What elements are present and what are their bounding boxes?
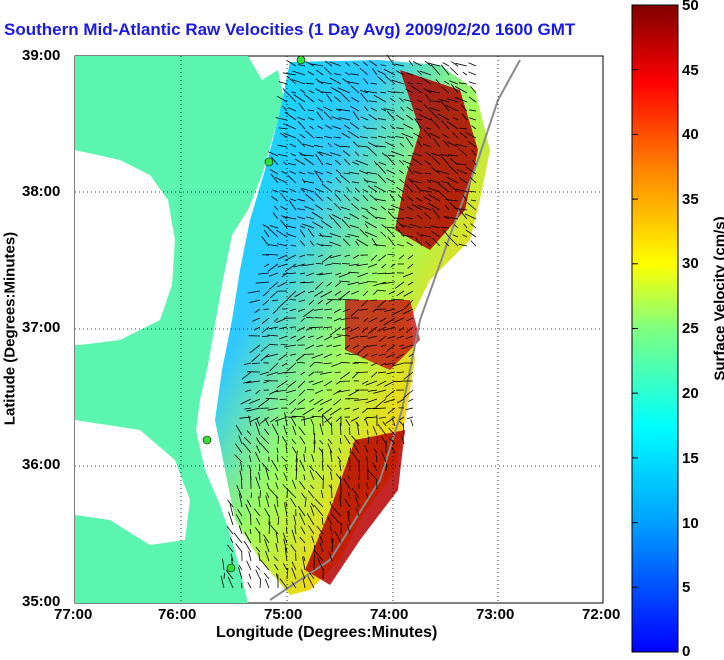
colorbar-tick: 0 [682, 643, 690, 660]
velocity-arrow [368, 430, 369, 435]
velocity-arrow [339, 381, 350, 382]
y-axis-label: Latitude (Degrees:Minutes) [2, 219, 19, 439]
colorbar-tick: 30 [682, 255, 699, 272]
colorbar-tick: 10 [682, 515, 699, 532]
velocity-arrow [375, 309, 386, 310]
x-tick: 74:00 [370, 606, 408, 623]
colorbar-tick: 20 [682, 385, 699, 402]
velocity-arrow [342, 264, 350, 265]
x-tick: 76:00 [158, 606, 196, 623]
x-tick: 72:00 [582, 606, 620, 623]
colorbar-tick: 50 [682, 0, 699, 14]
velocity-arrow [386, 464, 387, 471]
velocity-arrow [260, 490, 261, 498]
radar-station [227, 564, 235, 572]
y-tick: 37:00 [22, 319, 60, 336]
velocity-arrow [345, 354, 350, 355]
y-tick: 36:00 [22, 456, 60, 473]
velocity-arrow [323, 475, 324, 489]
velocity-arrow [251, 493, 252, 498]
x-tick: 73:00 [476, 606, 514, 623]
velocity-arrow [348, 399, 359, 400]
radar-station [203, 436, 211, 444]
velocity-arrow [368, 466, 369, 480]
radar-station [297, 56, 305, 64]
velocity-arrow [264, 309, 270, 310]
colorbar-label: Surface Velocity (cm/s) [712, 189, 724, 409]
velocity-arrow [290, 300, 296, 301]
colorbar-tick: 35 [682, 191, 699, 208]
x-tick: 75:00 [264, 606, 302, 623]
colorbar-tick: 45 [682, 62, 699, 79]
y-tick: 35:00 [22, 593, 60, 610]
velocity-arrow [224, 573, 225, 579]
colorbar [632, 5, 678, 652]
colorbar-tick: 15 [682, 450, 699, 467]
radar-station [265, 158, 273, 166]
velocity-arrow [408, 156, 413, 157]
y-tick: 38:00 [22, 183, 60, 200]
x-axis-label: Longitude (Degrees:Minutes) [216, 624, 437, 642]
y-tick: 39:00 [22, 47, 60, 64]
colorbar-tick: 40 [682, 126, 699, 143]
colorbar-tick: 25 [682, 320, 699, 337]
colorbar-tick: 5 [682, 579, 690, 596]
velocity-arrow [287, 488, 288, 498]
